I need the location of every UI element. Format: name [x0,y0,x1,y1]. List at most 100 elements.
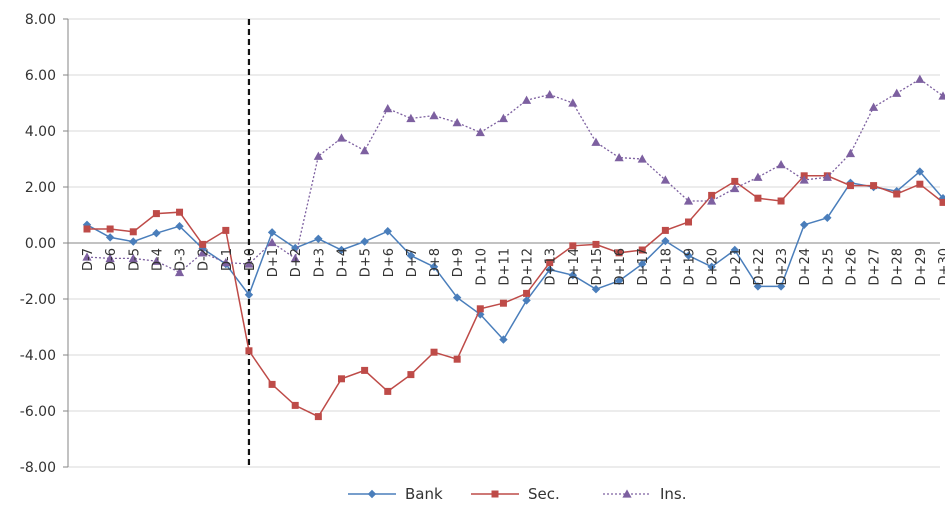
x-tick-label: D+25 [821,248,836,285]
y-tick-label: -4.00 [20,348,56,364]
x-tick-label: D+28 [891,248,906,285]
y-tick-label: 8.00 [25,12,56,28]
data-point [684,196,693,204]
x-tick-label: D+21 [729,248,744,285]
x-tick-label: D+24 [798,248,813,285]
data-point [615,153,624,161]
data-point [800,221,808,229]
data-point [638,154,647,162]
x-tick-label: D-3 [174,248,189,271]
y-tick-label: 4.00 [25,124,56,140]
data-point [522,96,531,104]
x-tick-label: D+12 [521,248,536,285]
data-point [84,226,91,233]
series-bank [83,167,945,343]
data-point [846,149,855,157]
legend-item: Bank [348,485,443,503]
data-point [107,226,114,233]
x-tick-label: D+19 [683,248,698,285]
data-point [199,241,206,248]
data-point [384,388,391,395]
data-point [776,160,785,168]
x-tick-label: D+5 [359,248,374,277]
data-point [338,375,345,382]
data-point [383,104,392,112]
x-tick-label: D-1 [220,248,235,271]
x-tick-label: D-4 [150,248,165,271]
legend-label: Bank [405,485,443,503]
data-point [429,111,438,119]
data-point [268,228,276,236]
data-point [106,233,114,241]
y-tick-label: 2.00 [25,180,56,196]
x-tick-label: D+7 [405,248,420,277]
data-point [314,152,323,160]
data-point [847,182,854,189]
data-point [269,381,276,388]
data-point [940,199,945,206]
data-point [176,209,183,216]
data-point [245,347,252,354]
x-tick-label: D+26 [844,248,859,285]
data-point [592,241,599,248]
x-tick-label: D+29 [914,248,929,285]
x-tick-label: D+13 [544,248,559,285]
data-point [406,114,415,122]
data-point [869,103,878,111]
y-tick-label: -2.00 [20,292,56,308]
x-tick-label: D+22 [752,248,767,285]
x-tick-label: D+4 [335,248,350,277]
x-tick-label: D+17 [636,248,651,285]
data-point [315,413,322,420]
x-tick-label: D-7 [81,248,96,271]
legend-marker-swatch [368,490,376,498]
data-point [360,237,368,245]
data-point [361,367,368,374]
x-tick-label: D+14 [567,248,582,285]
data-point [314,235,322,243]
series-group [82,75,945,421]
x-tick-label: D+10 [474,248,489,285]
data-point [477,305,484,312]
x-tick-label: D+1 [266,248,281,277]
data-point [892,89,901,97]
data-point [938,91,945,99]
x-tick-label: D+16 [613,248,628,285]
legend-label: Sec. [528,485,560,503]
x-tick-label: D-0 [243,248,258,271]
series-line [87,172,943,340]
legend-item: Ins. [603,485,687,503]
data-point [292,402,299,409]
x-tick-label: D+2 [289,248,304,277]
x-tick-label: D-5 [127,248,142,271]
data-point [916,181,923,188]
data-point [870,182,877,189]
data-point [662,227,669,234]
data-point [568,98,577,106]
data-point [431,349,438,356]
data-point [778,198,785,205]
data-point [476,128,485,136]
legend-marker-swatch [492,491,499,498]
legend-item: Sec. [471,485,560,503]
data-point [591,138,600,146]
data-point [222,227,229,234]
data-point [545,90,554,98]
data-point [893,191,900,198]
data-point [337,133,346,141]
y-tick-label: -6.00 [20,404,56,420]
data-point [152,229,160,237]
data-point [523,290,530,297]
x-tick-label: D+15 [590,248,605,285]
x-tick-label: D+27 [868,248,883,285]
x-tick-label: D-2 [197,248,212,271]
x-tick-label: D+18 [659,248,674,285]
data-point [915,75,924,83]
data-point [153,210,160,217]
x-tick-label: D+11 [497,248,512,285]
x-tick-label: D-6 [104,248,119,271]
y-tick-label: 0.00 [25,236,56,252]
